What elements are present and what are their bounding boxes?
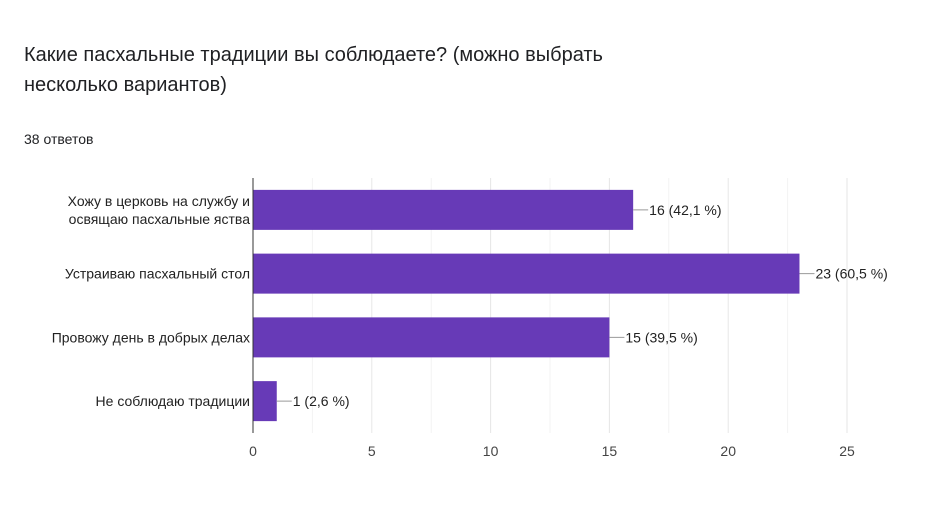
bar-1 — [253, 189, 634, 230]
x-tick-label-10: 10 — [483, 443, 499, 459]
category-label-4: Не соблюдаю традиции — [96, 393, 250, 409]
value-label-2: 23 (60,5 %) — [815, 266, 887, 282]
bar-2 — [253, 253, 800, 294]
response-count: 38 ответов — [24, 131, 94, 147]
x-tick-label-25: 25 — [839, 443, 855, 459]
x-tick-label-0: 0 — [249, 443, 257, 459]
value-label-1: 16 (42,1 %) — [649, 202, 721, 218]
x-tick-label-5: 5 — [368, 443, 376, 459]
category-label-2: Устраиваю пасхальный стол — [65, 266, 250, 282]
value-label-4: 1 (2,6 %) — [293, 393, 350, 409]
category-label-1: Хожу в церковь на службу и — [68, 193, 250, 209]
bar-4 — [253, 381, 277, 422]
bar-3 — [253, 317, 610, 358]
question-title: Какие пасхальные традиции вы соблюдаете?… — [24, 44, 603, 96]
category-label-3: Провожу день в добрых делах — [52, 329, 250, 345]
x-tick-label-20: 20 — [720, 443, 736, 459]
category-label-1: освящаю пасхальные яства — [69, 211, 251, 227]
x-tick-label-15: 15 — [602, 443, 618, 459]
value-label-3: 15 (39,5 %) — [625, 329, 697, 345]
